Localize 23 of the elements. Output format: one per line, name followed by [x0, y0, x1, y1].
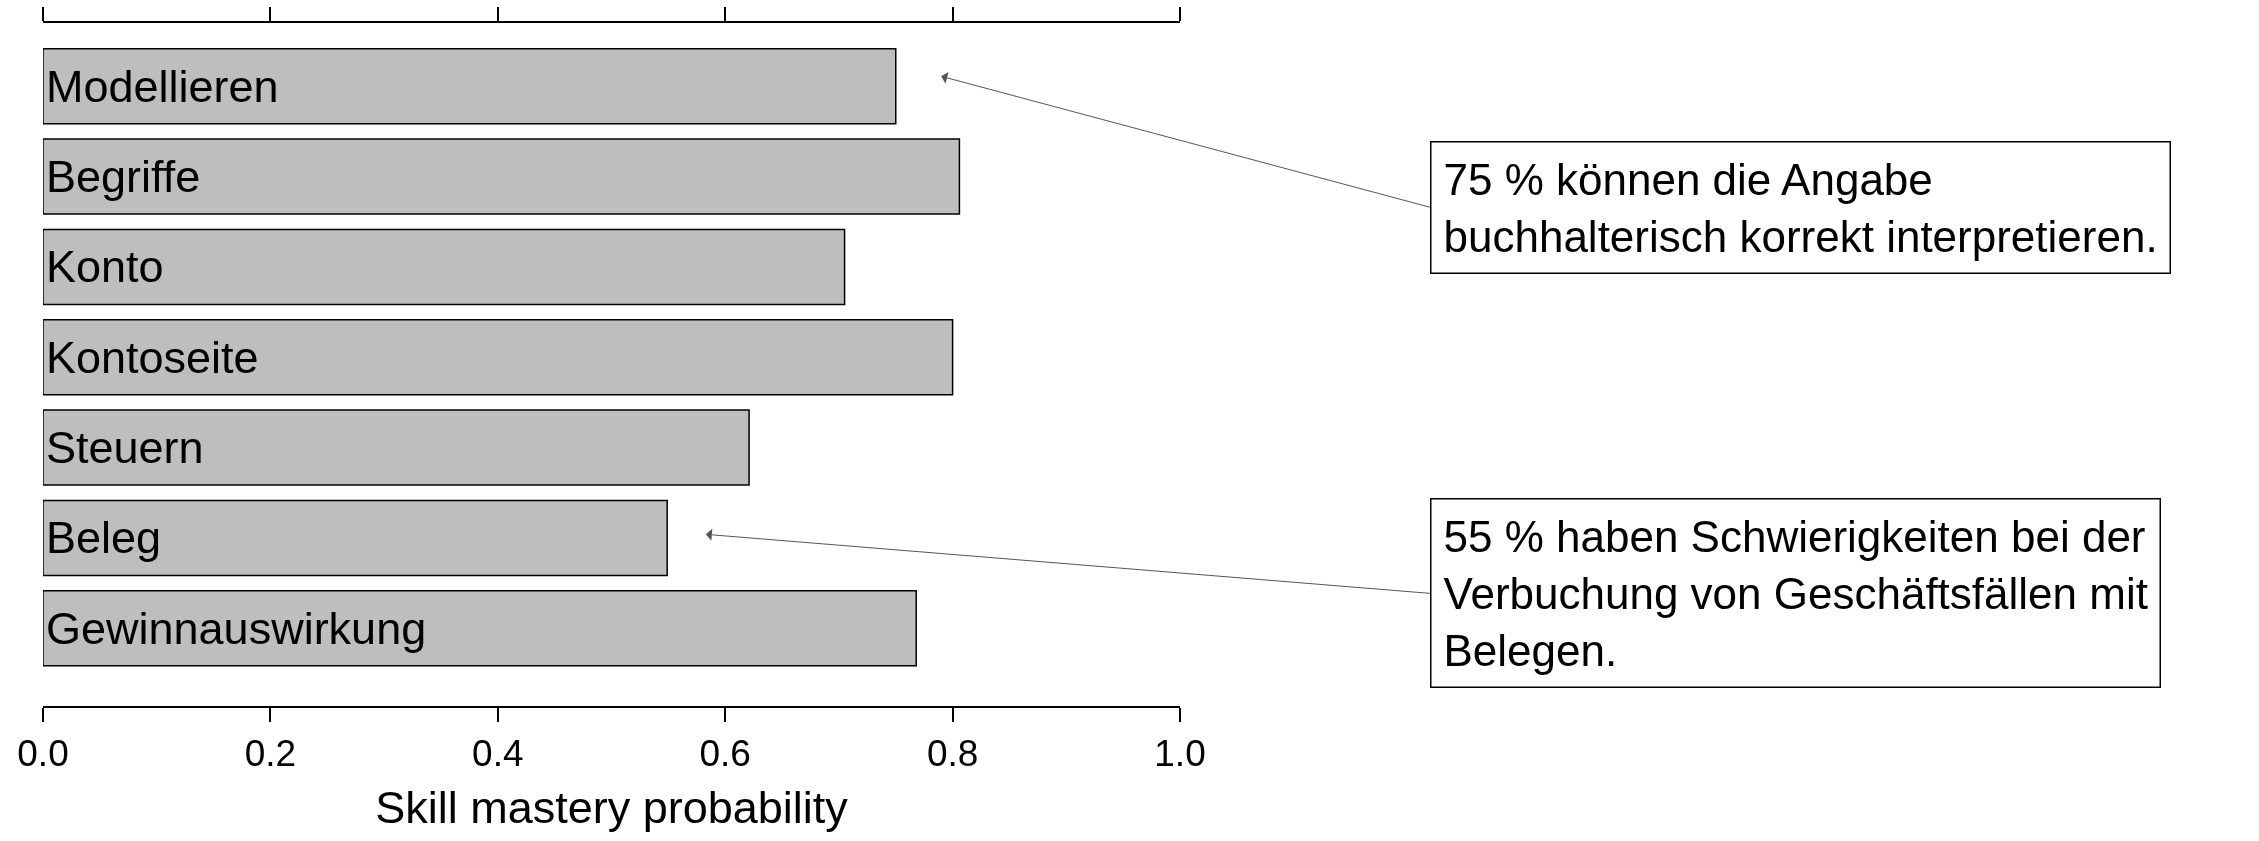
y-tick-label: Modellieren	[46, 60, 279, 112]
x-tick-label: 0.8	[926, 733, 979, 775]
y-tick-label: Steuern	[46, 422, 204, 474]
x-tick-label: 0.0	[17, 733, 69, 775]
y-tick-label: Kontoseite	[46, 331, 259, 383]
y-tick-label: Konto	[46, 241, 164, 293]
y-tick-label: Begriffe	[46, 151, 201, 203]
text: 55 % haben Schwierigkeiten bei der Verbuchung von Geschäftsfällen mit Belegen.	[1443, 511, 2148, 675]
x-tick-label: 0.4	[472, 733, 524, 775]
y-tick-label: Gewinnauswirkung	[46, 602, 427, 654]
text: 75 % können die Angabe buchhalterisch korrekt interpretieren.	[1443, 154, 2158, 261]
bar	[43, 228, 846, 306]
x-tick-label: 0.6	[699, 733, 751, 775]
bar	[43, 409, 750, 486]
x-tick-label: 0.2	[244, 733, 297, 775]
bar	[43, 319, 954, 396]
x-tick-label: 1.0	[1154, 733, 1206, 775]
bar	[43, 499, 668, 577]
x-axis-title: Skill mastery probability	[375, 781, 849, 833]
bar	[43, 138, 961, 215]
bar	[43, 48, 897, 125]
y-tick-label: Beleg	[46, 512, 162, 564]
bar	[43, 590, 917, 667]
